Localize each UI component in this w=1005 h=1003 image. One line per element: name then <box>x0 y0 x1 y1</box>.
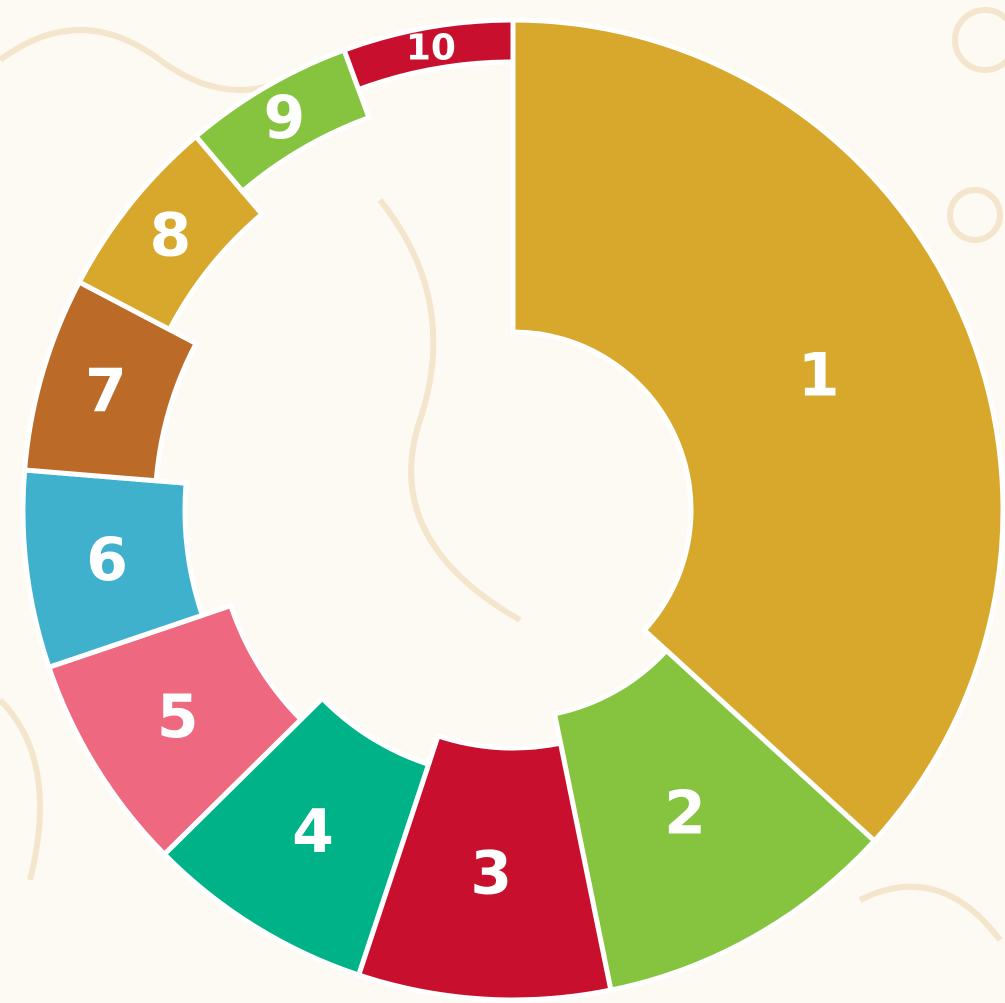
slice-label: 2 <box>664 779 706 849</box>
slice-label: 3 <box>470 838 512 908</box>
slice-label: 1 <box>798 340 840 410</box>
slice-label: 6 <box>86 525 128 595</box>
slice-label: 9 <box>263 83 305 153</box>
slice-label: 8 <box>150 201 192 271</box>
slice-label: 10 <box>406 28 456 69</box>
slice-label: 5 <box>157 682 199 752</box>
slices: 1 2 3 4 5 6 7 8 9 10 <box>23 20 1003 1000</box>
chart: 1 2 3 4 5 6 7 8 9 10 <box>0 0 1005 1003</box>
page: {"chart_data": {"type": "pie", "categori… <box>0 0 1005 1003</box>
slice-label: 7 <box>85 357 127 427</box>
slice-label: 4 <box>292 797 334 867</box>
